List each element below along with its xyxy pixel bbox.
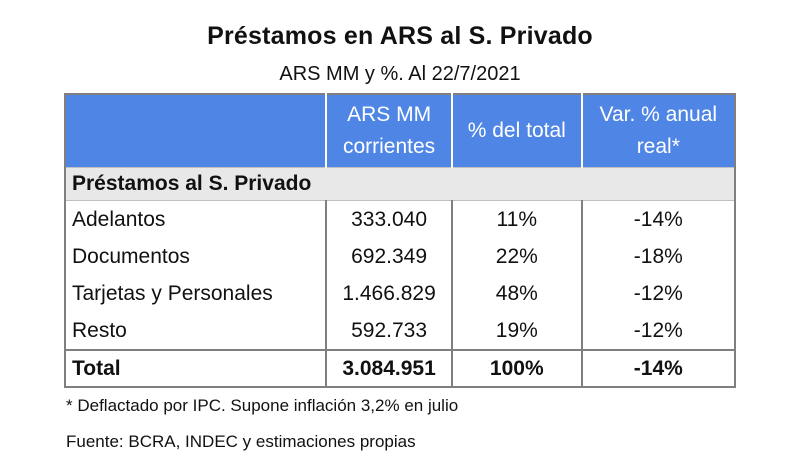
row-label: Documentos	[72, 244, 190, 268]
row-ars-mm: 1.466.829	[325, 275, 452, 312]
table-subtitle: ARS MM y %. Al 22/7/2021	[279, 63, 521, 85]
header-pct-total: % del total	[451, 94, 582, 168]
section-label: Préstamos al S. Privado	[65, 167, 735, 201]
total-ars-mm: 3.084.951	[325, 349, 452, 387]
loans-table: ARS MM corrientes % del total Var. % anu…	[64, 93, 736, 388]
table-row: Tarjetas y Personales 1.466.829 48% -12%	[65, 275, 735, 312]
row-label: Resto	[72, 318, 127, 342]
header-blank-cell	[65, 94, 327, 168]
footnote-deflactado: * Deflactado por IPC. Supone inflación 3…	[66, 396, 459, 415]
header-var-real-line2: real*	[636, 135, 680, 158]
row-pct-total: 22%	[451, 238, 582, 275]
row-var-real: -12%	[580, 275, 735, 312]
section-row: Préstamos al S. Privado	[65, 167, 735, 201]
row-pct-total: 19%	[451, 312, 582, 350]
header-ars-mm-line1: ARS MM	[347, 103, 432, 126]
row-pct-total: 48%	[451, 275, 582, 312]
total-row: Total 3.084.951 100% -14%	[65, 349, 735, 387]
header-ars-mm: ARS MM corrientes	[325, 94, 452, 168]
total-pct-total: 100%	[451, 349, 582, 387]
row-label: Tarjetas y Personales	[72, 281, 273, 305]
header-ars-mm-line2: corrientes	[342, 135, 436, 158]
row-pct-total: 11%	[451, 200, 582, 238]
table-row: Resto 592.733 19% -12%	[65, 312, 735, 350]
table-title: Préstamos en ARS al S. Privado	[207, 22, 593, 50]
row-ars-mm: 333.040	[325, 200, 452, 238]
row-label: Adelantos	[72, 207, 166, 231]
row-ars-mm: 692.349	[325, 238, 452, 275]
row-ars-mm: 592.733	[325, 312, 452, 350]
row-var-real: -18%	[580, 238, 735, 275]
header-var-real: Var. % anual real*	[580, 94, 735, 168]
header-var-real-line1: Var. % anual	[599, 103, 718, 126]
row-var-real: -12%	[580, 312, 735, 350]
table-row: Documentos 692.349 22% -18%	[65, 238, 735, 275]
row-var-real: -14%	[580, 200, 735, 238]
total-var-real: -14%	[580, 349, 735, 387]
table-row: Adelantos 333.040 11% -14%	[65, 200, 735, 238]
footnote-fuente: Fuente: BCRA, INDEC y estimaciones propi…	[66, 432, 416, 451]
total-label: Total	[65, 349, 327, 387]
table-header-row: ARS MM corrientes % del total Var. % anu…	[65, 94, 735, 168]
